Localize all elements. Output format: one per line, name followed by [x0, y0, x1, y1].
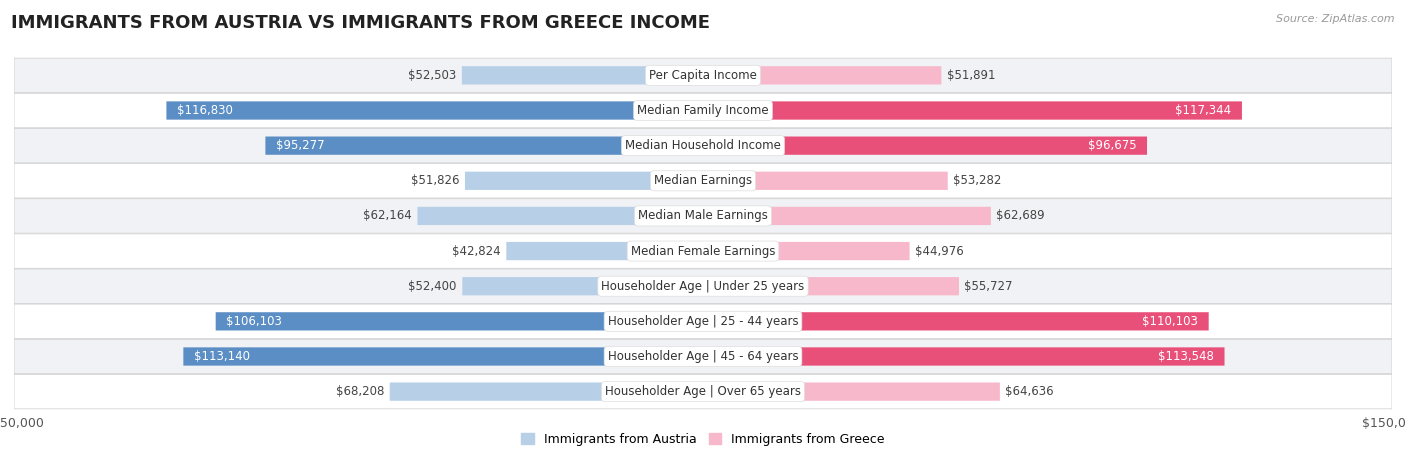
FancyBboxPatch shape [215, 312, 703, 331]
FancyBboxPatch shape [703, 136, 1147, 155]
Text: Median Male Earnings: Median Male Earnings [638, 209, 768, 222]
FancyBboxPatch shape [463, 277, 703, 295]
Text: $44,976: $44,976 [915, 245, 965, 258]
FancyBboxPatch shape [703, 382, 1000, 401]
FancyBboxPatch shape [703, 101, 1241, 120]
FancyBboxPatch shape [389, 382, 703, 401]
FancyBboxPatch shape [14, 199, 1392, 233]
Text: $52,400: $52,400 [409, 280, 457, 293]
Text: Median Household Income: Median Household Income [626, 139, 780, 152]
Text: Per Capita Income: Per Capita Income [650, 69, 756, 82]
FancyBboxPatch shape [703, 66, 942, 85]
FancyBboxPatch shape [465, 172, 703, 190]
Text: Median Family Income: Median Family Income [637, 104, 769, 117]
FancyBboxPatch shape [14, 339, 1392, 374]
Text: $68,208: $68,208 [336, 385, 384, 398]
FancyBboxPatch shape [14, 58, 1392, 92]
Text: $64,636: $64,636 [1005, 385, 1054, 398]
Text: $51,891: $51,891 [946, 69, 995, 82]
Text: Median Female Earnings: Median Female Earnings [631, 245, 775, 258]
FancyBboxPatch shape [14, 93, 1392, 128]
FancyBboxPatch shape [703, 172, 948, 190]
Text: $55,727: $55,727 [965, 280, 1012, 293]
Text: $116,830: $116,830 [177, 104, 232, 117]
Text: $113,140: $113,140 [194, 350, 250, 363]
FancyBboxPatch shape [703, 207, 991, 225]
Text: $117,344: $117,344 [1175, 104, 1232, 117]
FancyBboxPatch shape [703, 277, 959, 295]
Text: $51,826: $51,826 [411, 174, 460, 187]
FancyBboxPatch shape [166, 101, 703, 120]
FancyBboxPatch shape [703, 347, 1225, 366]
FancyBboxPatch shape [14, 269, 1392, 304]
Text: $42,824: $42,824 [453, 245, 501, 258]
Text: Householder Age | 45 - 64 years: Householder Age | 45 - 64 years [607, 350, 799, 363]
Text: $113,548: $113,548 [1159, 350, 1215, 363]
Text: Householder Age | 25 - 44 years: Householder Age | 25 - 44 years [607, 315, 799, 328]
Legend: Immigrants from Austria, Immigrants from Greece: Immigrants from Austria, Immigrants from… [516, 428, 890, 451]
Text: $95,277: $95,277 [276, 139, 325, 152]
FancyBboxPatch shape [418, 207, 703, 225]
FancyBboxPatch shape [183, 347, 703, 366]
FancyBboxPatch shape [506, 242, 703, 260]
Text: Median Earnings: Median Earnings [654, 174, 752, 187]
Text: IMMIGRANTS FROM AUSTRIA VS IMMIGRANTS FROM GREECE INCOME: IMMIGRANTS FROM AUSTRIA VS IMMIGRANTS FR… [11, 14, 710, 32]
Text: $52,503: $52,503 [408, 69, 457, 82]
FancyBboxPatch shape [14, 234, 1392, 268]
Text: Source: ZipAtlas.com: Source: ZipAtlas.com [1277, 14, 1395, 24]
Text: Householder Age | Under 25 years: Householder Age | Under 25 years [602, 280, 804, 293]
Text: $62,164: $62,164 [363, 209, 412, 222]
FancyBboxPatch shape [14, 304, 1392, 339]
FancyBboxPatch shape [461, 66, 703, 85]
Text: Householder Age | Over 65 years: Householder Age | Over 65 years [605, 385, 801, 398]
FancyBboxPatch shape [703, 242, 910, 260]
Text: $62,689: $62,689 [997, 209, 1045, 222]
Text: $106,103: $106,103 [226, 315, 281, 328]
Text: $96,675: $96,675 [1088, 139, 1136, 152]
FancyBboxPatch shape [266, 136, 703, 155]
FancyBboxPatch shape [703, 312, 1209, 331]
Text: $110,103: $110,103 [1143, 315, 1198, 328]
Text: $53,282: $53,282 [953, 174, 1001, 187]
FancyBboxPatch shape [14, 163, 1392, 198]
FancyBboxPatch shape [14, 375, 1392, 409]
FancyBboxPatch shape [14, 128, 1392, 163]
